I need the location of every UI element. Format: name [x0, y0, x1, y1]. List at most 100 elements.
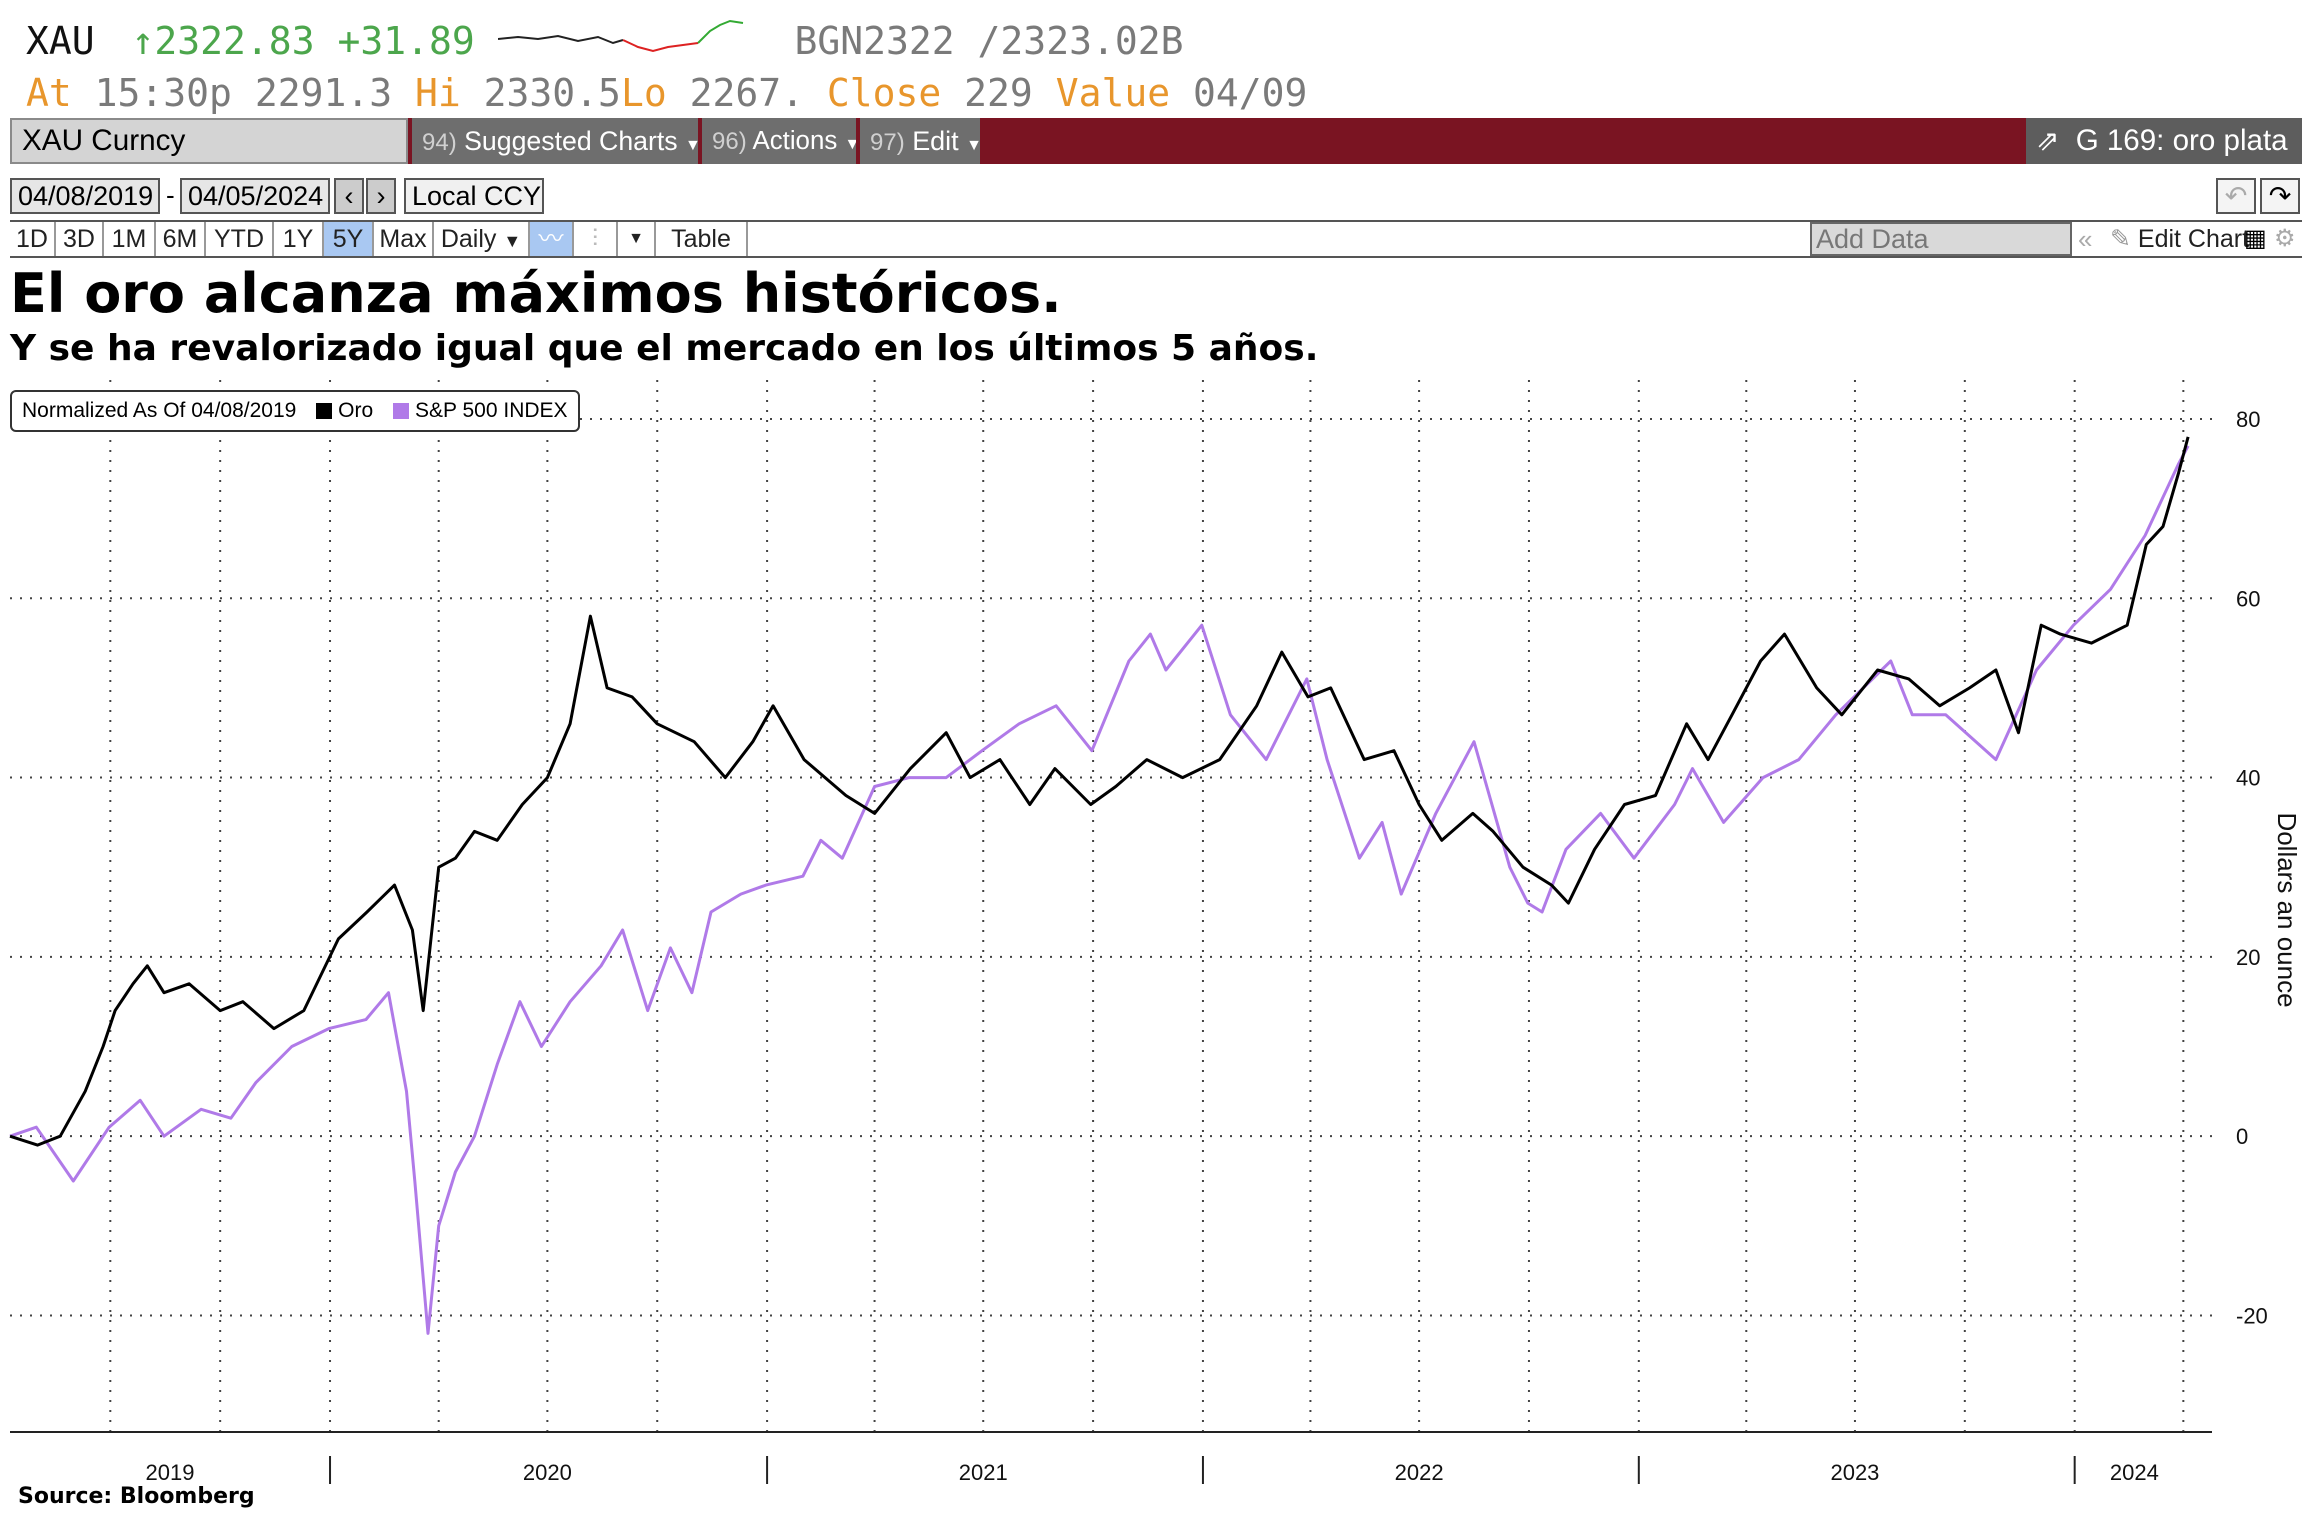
chart-type-dropdown[interactable]: ▼ [618, 222, 656, 256]
y-axis-label: Dollars an ounce [2272, 812, 2302, 1007]
legend-swatch-oro [316, 403, 333, 419]
bar-chart-type-button[interactable]: ⫶ [574, 222, 618, 256]
x-tick-label: 2022 [1395, 1460, 1444, 1485]
dropdown-arrow-icon: ▼ [844, 136, 856, 153]
security-text: XAU Curncy [22, 124, 186, 157]
close-label: Close [826, 70, 942, 115]
series-line-sp500 [9, 445, 2190, 1335]
period-row: 1D 3D 1M 6M YTD 1Y 5Y Max Daily ▼ 〰 ⫶ ▼ … [10, 220, 2302, 258]
at-time: 15:30p [94, 70, 232, 115]
menu-number: 96) [712, 128, 747, 155]
redo-icon: ↷ [2268, 181, 2292, 211]
dropdown-arrow-icon: ▼ [628, 230, 644, 247]
launch-icon: ⇗ [2036, 125, 2060, 156]
y-tick-label: 0 [2236, 1124, 2248, 1149]
dropdown-arrow-icon: ▼ [685, 137, 698, 154]
menu-label: Actions [752, 127, 838, 155]
end-date-field[interactable]: 04/05/2024 ▫ [180, 178, 330, 214]
chart-legend: Normalized As Of 04/08/2019 Oro S&P 500 … [10, 390, 580, 432]
main-toolbar: XAU Curncy 94) Suggested Charts ▼ 96) Ac… [10, 118, 2302, 164]
redo-button[interactable]: ↷ [2260, 178, 2300, 214]
chevron-right-icon: › [376, 181, 386, 211]
undo-button[interactable]: ↶ [2216, 178, 2256, 214]
menu-number: 94) [422, 129, 457, 156]
table-button[interactable]: Table [656, 222, 748, 256]
x-tick-label: 2021 [959, 1460, 1008, 1485]
currency-select[interactable]: Local CCY ▼ [404, 178, 544, 214]
x-tick-label: 2019 [146, 1460, 195, 1485]
chart-subtitle: Y se ha revalorizado igual que el mercad… [10, 328, 1319, 369]
quote-source-code: BGN2322 /2323.02B [794, 18, 1184, 63]
chevron-left-icon: ‹ [344, 181, 354, 211]
frequency-select[interactable]: Daily ▼ [434, 222, 530, 256]
currency-text: Local CCY [412, 181, 542, 211]
series-lines [9, 436, 2190, 1335]
menu-number: 97) [870, 129, 905, 156]
lo-value: 2267. [689, 70, 804, 115]
period-6m-button[interactable]: 6M [156, 222, 206, 256]
prev-range-button[interactable]: ‹ [334, 178, 364, 214]
frequency-text: Daily [440, 225, 497, 253]
quote-line-2: At 15:30p 2291.3 Hi 2330.5Lo 2267. Close… [26, 68, 1307, 120]
edit-chart-button[interactable]: ✎ Edit Chart [2110, 222, 2249, 256]
security-field[interactable]: XAU Curncy [10, 118, 408, 164]
launch-function-box[interactable]: ⇗ G 169: oro plata [2026, 118, 2302, 164]
suggested-charts-menu[interactable]: 94) Suggested Charts ▼ [412, 118, 698, 164]
line-chart-type-button[interactable]: 〰 [530, 222, 574, 256]
pencil-icon: ✎ [2110, 225, 2131, 253]
actions-menu[interactable]: 96) Actions ▼ [702, 118, 856, 164]
y-tick-label: -20 [2236, 1303, 2268, 1328]
start-date-text: 04/08/2019 [18, 181, 154, 211]
range-dash: - [166, 180, 175, 210]
start-date-field[interactable]: 04/08/2019 ▫ [10, 178, 160, 214]
series-line-oro [9, 436, 2190, 1147]
y-tick-label: 20 [2236, 945, 2260, 970]
launch-text: G 169: oro plata [2075, 124, 2288, 157]
next-range-button[interactable]: › [366, 178, 396, 214]
period-max-button[interactable]: Max [374, 222, 434, 256]
up-arrow-icon: ↑ [131, 18, 155, 63]
value-date: 04/09 [1192, 70, 1308, 115]
undo-icon: ↶ [2224, 181, 2248, 211]
date-range-row: 04/08/2019 ▫ - 04/05/2024 ▫ ‹ › Local CC… [10, 176, 2302, 216]
period-1y-button[interactable]: 1Y [274, 222, 324, 256]
chart-settings-icon[interactable]: ▦ [2244, 225, 2267, 252]
dropdown-arrow-icon: ▼ [503, 231, 522, 251]
hi-label: Hi [415, 70, 461, 115]
hi-value: 2330.5 [483, 70, 621, 115]
x-tick-label: 2020 [523, 1460, 572, 1485]
line-chart-icon: 〰 [538, 225, 564, 253]
edit-chart-label: Edit Chart [2137, 225, 2250, 253]
legend-swatch-sp500 [393, 403, 410, 419]
legend-header: Normalized As Of 04/08/2019 [22, 399, 297, 422]
dropdown-arrow-icon: ▼ [966, 137, 980, 154]
period-5y-button[interactable]: 5Y [324, 222, 374, 256]
quote-change: +31.89 [337, 18, 475, 63]
axes: -20 0 20 40 60 80 2019 2020 2021 2022 2023 2024 [10, 407, 2268, 1485]
menu-label: Edit [912, 126, 959, 156]
y-tick-label: 60 [2236, 586, 2260, 611]
legend-label-oro: Oro [338, 399, 374, 422]
y-tick-label: 80 [2236, 407, 2260, 432]
lo-label: Lo [620, 70, 667, 115]
collapse-icon[interactable]: « [2078, 224, 2093, 254]
add-data-input[interactable]: Add Data [1810, 222, 2072, 256]
period-1d-button[interactable]: 1D [10, 222, 56, 256]
y-tick-label: 40 [2236, 766, 2260, 791]
legend-label-sp500: S&P 500 INDEX [415, 399, 568, 422]
intraday-sparkline [497, 19, 743, 52]
period-3d-button[interactable]: 3D [56, 222, 104, 256]
source-note: Source: Bloomberg [18, 1484, 255, 1509]
x-tick-label: 2024 [2110, 1460, 2159, 1485]
quote-ticker: XAU [26, 18, 95, 63]
period-1m-button[interactable]: 1M [104, 222, 156, 256]
candlestick-icon: ⫶ [591, 225, 599, 253]
period-ytd-button[interactable]: YTD [206, 222, 274, 256]
at-label: At [26, 70, 72, 115]
edit-menu[interactable]: 97) Edit ▼ [860, 118, 980, 164]
gear-icon[interactable]: ⚙ [2274, 225, 2296, 252]
chart-title: El oro alcanza máximos históricos. [10, 262, 1062, 325]
open-value: 2291.3 [254, 70, 393, 115]
close-value: 229 [964, 70, 1033, 115]
